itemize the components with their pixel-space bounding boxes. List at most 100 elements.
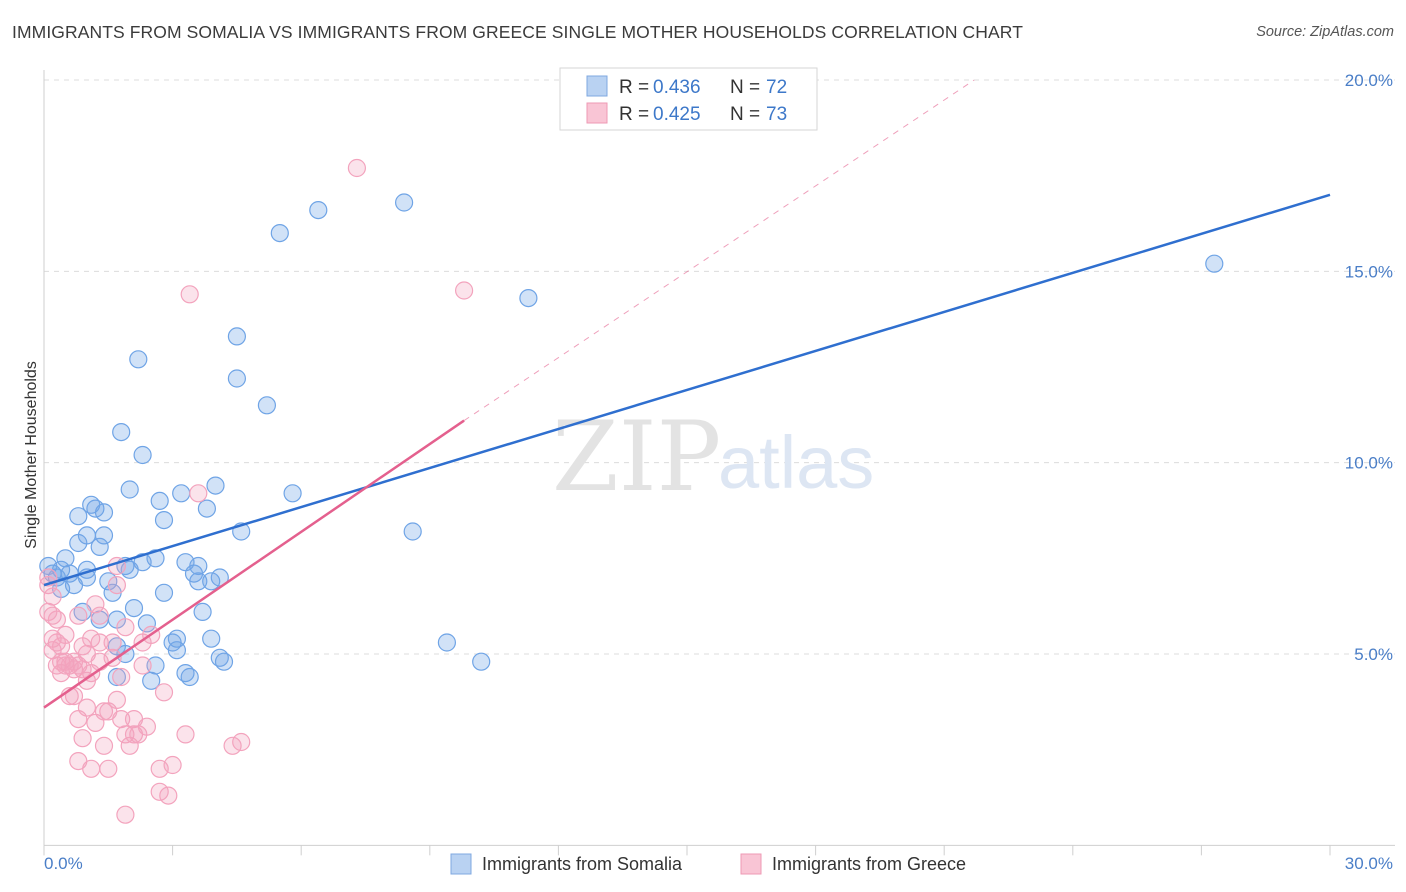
greece-point-36 <box>90 606 109 625</box>
somalia-point-53 <box>202 629 221 648</box>
somalia-point-54 <box>202 572 221 591</box>
somalia-point-58 <box>214 652 234 671</box>
y-tick-label-1: 10.0% <box>1345 454 1393 473</box>
watermark-atlas: atlas <box>718 421 874 504</box>
y-tick-label-2: 15.0% <box>1345 262 1393 281</box>
greece-point-40 <box>94 736 114 755</box>
somalia-point-62 <box>257 396 276 415</box>
greece-point-46 <box>107 575 127 595</box>
greece-swatch <box>586 102 608 124</box>
greece-point-47 <box>107 690 127 710</box>
somalia-n-label: N = <box>730 77 760 98</box>
somalia-r-label: R = <box>619 77 649 98</box>
somalia-point-38 <box>150 491 169 510</box>
somalia-point-16 <box>90 537 109 557</box>
somalia-point-66 <box>395 193 414 212</box>
greece-point-66 <box>176 725 195 744</box>
y-tick-label-0: 5.0% <box>1354 645 1393 664</box>
greece-point-69 <box>232 732 251 752</box>
somalia-point-43 <box>167 629 186 648</box>
chart-title: IMMIGRANTS FROM SOMALIA VS IMMIGRANTS FR… <box>12 22 1024 42</box>
stats-legend: R = 0.436 N = 72 R = 0.425 N = 73 <box>559 67 818 131</box>
greece-point-51 <box>116 805 135 824</box>
greece-point-26 <box>73 729 92 748</box>
greece-point-39 <box>94 702 114 721</box>
greece-point-42 <box>99 759 118 778</box>
somalia-point-52 <box>197 499 216 518</box>
greece-point-28 <box>77 698 97 717</box>
somalia-point-25 <box>112 423 131 442</box>
somalia-point-18 <box>94 503 114 522</box>
somalia-point-44 <box>172 484 191 503</box>
greece-point-62 <box>150 782 169 801</box>
greece-r-value: 0.425 <box>653 104 701 125</box>
somalia-point-67 <box>403 522 422 541</box>
somalia-n-value: 72 <box>766 77 787 98</box>
somalia-point-24 <box>107 667 127 687</box>
somalia-point-9 <box>69 507 88 526</box>
greece-point-6 <box>43 587 62 606</box>
somalia-point-70 <box>519 289 538 308</box>
tick-labels: 5.0% 10.0% 15.0% 20.0% 0.0% 30.0% <box>44 71 1393 873</box>
source-label: Source: ZipAtlas.com <box>1256 24 1394 40</box>
somalia-point-69 <box>472 652 491 671</box>
legend-label-greece: Immigrants from Greece <box>772 854 966 874</box>
somalia-point-34 <box>137 614 156 633</box>
greece-point-52 <box>116 618 135 637</box>
greece-point-49 <box>112 667 131 687</box>
legend-label-somalia: Immigrants from Somalia <box>482 854 683 874</box>
greece-point-63 <box>154 683 174 702</box>
data-points <box>39 158 1224 824</box>
somalia-point-71 <box>1205 254 1224 273</box>
watermark: ZIP atlas <box>552 401 874 513</box>
somalia-point-68 <box>437 633 456 652</box>
greece-point-70 <box>180 285 199 304</box>
somalia-swatch <box>586 75 608 97</box>
greece-point-14 <box>56 625 75 645</box>
greece-point-13 <box>56 656 75 675</box>
greece-point-44 <box>103 633 122 652</box>
greece-point-32 <box>82 629 101 648</box>
greece-point-68 <box>223 736 242 755</box>
somalia-point-47 <box>180 667 199 687</box>
greece-point-64 <box>159 786 178 805</box>
greece-point-72 <box>455 281 474 300</box>
somalia-point-5 <box>56 549 75 568</box>
greece-point-37 <box>90 633 109 652</box>
somalia-point-33 <box>133 445 152 465</box>
somalia-point-30 <box>124 598 144 618</box>
axes <box>43 70 1395 856</box>
watermark-zip: ZIP <box>552 401 721 513</box>
somalia-point-49 <box>189 556 208 576</box>
somalia-point-40 <box>154 583 174 602</box>
legend-swatch-greece <box>740 853 762 875</box>
legend-swatch-somalia <box>450 853 472 875</box>
somalia-point-28 <box>120 480 139 499</box>
somalia-point-20 <box>99 572 118 591</box>
y-tick-label-3: 20.0% <box>1345 71 1393 90</box>
somalia-point-55 <box>206 476 225 495</box>
greece-trend-extension <box>463 79 975 421</box>
somalia-point-60 <box>227 369 246 388</box>
greece-point-22 <box>69 606 88 625</box>
x-tick-label-max: 30.0% <box>1345 854 1393 873</box>
greece-point-35 <box>86 595 105 614</box>
greece-n-label: N = <box>730 104 760 125</box>
somalia-point-36 <box>146 656 165 675</box>
somalia-trend-line <box>43 193 1331 587</box>
somalia-point-59 <box>227 327 246 346</box>
somalia-point-39 <box>154 510 174 530</box>
greece-r-label: R = <box>619 104 649 125</box>
somalia-point-63 <box>270 224 289 243</box>
bottom-legend: Immigrants from Somalia Immigrants from … <box>450 853 966 875</box>
greece-point-43 <box>103 648 122 667</box>
greece-point-9 <box>47 610 67 629</box>
somalia-point-50 <box>189 572 208 591</box>
greece-point-59 <box>137 717 156 736</box>
somalia-point-15 <box>86 499 105 518</box>
greece-point-58 <box>133 656 152 675</box>
greece-point-65 <box>163 755 182 775</box>
trend-lines <box>43 79 1331 709</box>
somalia-point-37 <box>146 549 165 568</box>
